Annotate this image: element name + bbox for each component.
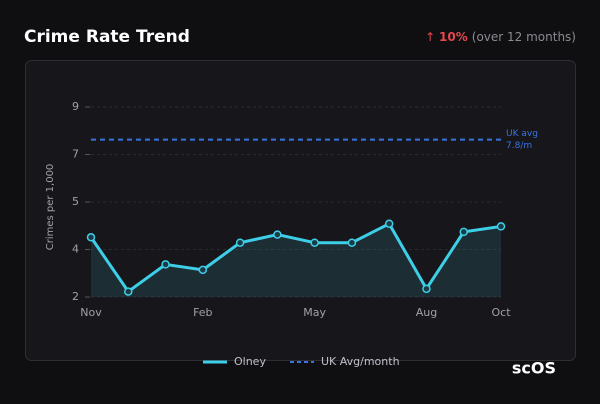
data-point [347,238,357,247]
y-tick-label: 2 [72,290,79,303]
change-value: 10% [439,30,468,44]
change-note: (over 12 months) [472,30,576,44]
y-axis-label: Crimes per 1,000 [45,164,56,251]
y-tick-label: 9 [72,100,79,113]
reference-label: UK avg [506,129,538,139]
x-tick-label: May [303,306,326,319]
page-title: Crime Rate Trend [24,27,190,47]
reference-value-label: 7.8/m [506,141,532,151]
series-line [89,222,502,294]
chart-card [25,60,576,361]
data-point [124,287,133,296]
x-tick-label: Feb [193,306,212,319]
data-point [235,238,245,247]
data-point [161,260,170,269]
legend-label: Olney [234,355,266,368]
change-summary: ↑ 10% (over 12 months) [425,30,576,44]
data-point [310,238,319,247]
brand-logo: scOS [512,359,556,378]
x-tick-label: Aug [416,306,437,319]
y-tick-label: 5 [72,195,79,208]
x-tick-label: Nov [80,306,102,319]
data-point [496,222,506,231]
y-tick-label: 4 [72,243,79,256]
data-point [422,284,431,294]
data-point [459,227,468,237]
y-tick-label: 7 [72,148,79,161]
x-tick-label: Oct [491,306,511,319]
arrow-icon: ↑ [425,30,439,44]
legend-label: UK Avg/month [321,355,400,368]
data-point [86,233,96,242]
data-point [198,265,208,275]
data-point [273,230,282,239]
data-point [384,219,394,228]
